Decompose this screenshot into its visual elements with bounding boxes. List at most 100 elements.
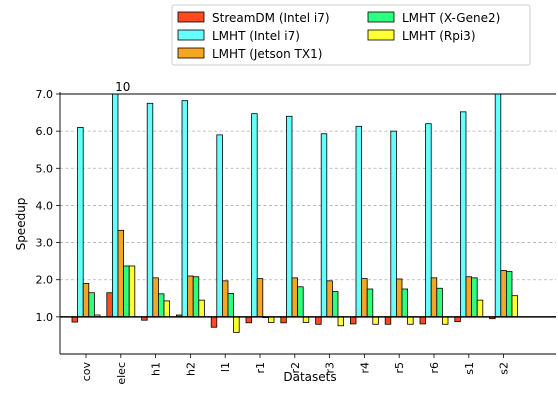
x-tick-label: r5 [393, 362, 406, 374]
legend-label: StreamDM (Intel i7) [212, 11, 330, 25]
bar [256, 278, 264, 318]
bar [157, 293, 165, 318]
bar [146, 102, 154, 318]
y-tick-labels: 1.0 2.0 3.0 4.0 5.0 6.0 7.0 [36, 88, 54, 324]
legend-frame [171, 4, 531, 66]
legend-swatch [367, 11, 395, 23]
x-tick-labels: cov elec h1 h2 l1 r1 r2 r3 r4 r5 r6 s1 s2 [80, 362, 511, 385]
x-tick-label: s2 [498, 362, 511, 375]
bar [430, 277, 438, 318]
bar [106, 292, 113, 318]
bar [471, 277, 478, 318]
x-axis-label: Datasets [283, 370, 336, 384]
bar [401, 288, 408, 318]
bar [505, 271, 513, 318]
x-tick-label: r1 [254, 362, 267, 374]
x-tick-label: elec [115, 362, 128, 385]
bar [216, 134, 223, 318]
bar [511, 295, 518, 318]
bar [285, 115, 293, 318]
bar [407, 316, 414, 325]
bar [251, 113, 258, 318]
bar [476, 299, 484, 318]
bar [366, 288, 374, 318]
bar [320, 133, 328, 318]
bar-marks [71, 93, 518, 333]
legend-label: LMHT (X-Gene2) [402, 11, 500, 25]
bar [419, 316, 426, 325]
y-tick-label: 3.0 [36, 237, 54, 250]
x-tick-label: r3 [324, 362, 337, 374]
bar [390, 130, 397, 318]
bar [425, 123, 432, 318]
bar [71, 316, 78, 323]
x-tick-label: h1 [150, 362, 163, 376]
x-tick-label: r2 [289, 362, 302, 374]
y-tick-label: 5.0 [36, 162, 54, 175]
bar [384, 316, 392, 325]
bar [163, 300, 170, 318]
y-tick-label: 1.0 [36, 311, 54, 324]
y-tick-label: 4.0 [36, 199, 54, 212]
bar [302, 316, 310, 323]
legend-swatch [177, 47, 205, 59]
bar [280, 316, 287, 324]
bar [112, 93, 119, 318]
bar [355, 125, 362, 318]
annotations: 10 [115, 80, 130, 94]
legend-label: LMHT (Jetson TX1) [212, 47, 322, 61]
bar [326, 280, 333, 318]
y-tick-label: 2.0 [36, 274, 54, 287]
bar [267, 316, 275, 323]
legend-label: LMHT (Intel i7) [212, 29, 300, 43]
bar [361, 278, 368, 318]
bar [291, 277, 298, 318]
legend-swatch [367, 29, 395, 41]
bar [192, 276, 200, 318]
bar [221, 280, 229, 318]
bar [337, 316, 344, 327]
bar [117, 229, 124, 318]
bar [128, 265, 136, 318]
bar [297, 286, 304, 318]
legend-swatch [177, 11, 205, 23]
value-annotation: 10 [115, 80, 130, 94]
bar [210, 316, 218, 328]
y-axis-label: Speedup [14, 198, 28, 251]
x-tick-label: s1 [463, 362, 476, 375]
bar [315, 316, 322, 325]
x-tick-label: l1 [219, 362, 232, 372]
bar [331, 291, 339, 318]
x-tick-label: r6 [428, 362, 441, 374]
bar [349, 316, 357, 325]
bar [152, 277, 159, 318]
axes [56, 92, 556, 358]
bar [436, 287, 443, 318]
bar [245, 316, 252, 324]
bar [82, 283, 90, 318]
bar [395, 278, 403, 318]
bar [500, 270, 507, 318]
bar [123, 265, 130, 318]
bar [88, 292, 95, 318]
legend-swatch [177, 29, 205, 41]
x-tick-label: r4 [358, 362, 371, 374]
y-tick-label: 7.0 [36, 88, 54, 101]
bar [459, 111, 467, 318]
bar [77, 127, 84, 318]
bar [441, 316, 449, 325]
bar [227, 293, 234, 318]
bar [494, 93, 502, 318]
bar [181, 100, 188, 318]
y-tick-label: 6.0 [36, 125, 54, 138]
legend-label: LMHT (Rpi3) [402, 29, 476, 43]
bar [233, 316, 240, 333]
bar [372, 316, 379, 325]
bar [465, 276, 472, 318]
x-tick-label: cov [80, 362, 93, 382]
x-tick-label: h2 [184, 362, 197, 376]
bar [198, 299, 205, 318]
legend: StreamDM (Intel i7) LMHT (Intel i7) LMHT (… [171, 4, 531, 66]
bar [187, 275, 194, 318]
